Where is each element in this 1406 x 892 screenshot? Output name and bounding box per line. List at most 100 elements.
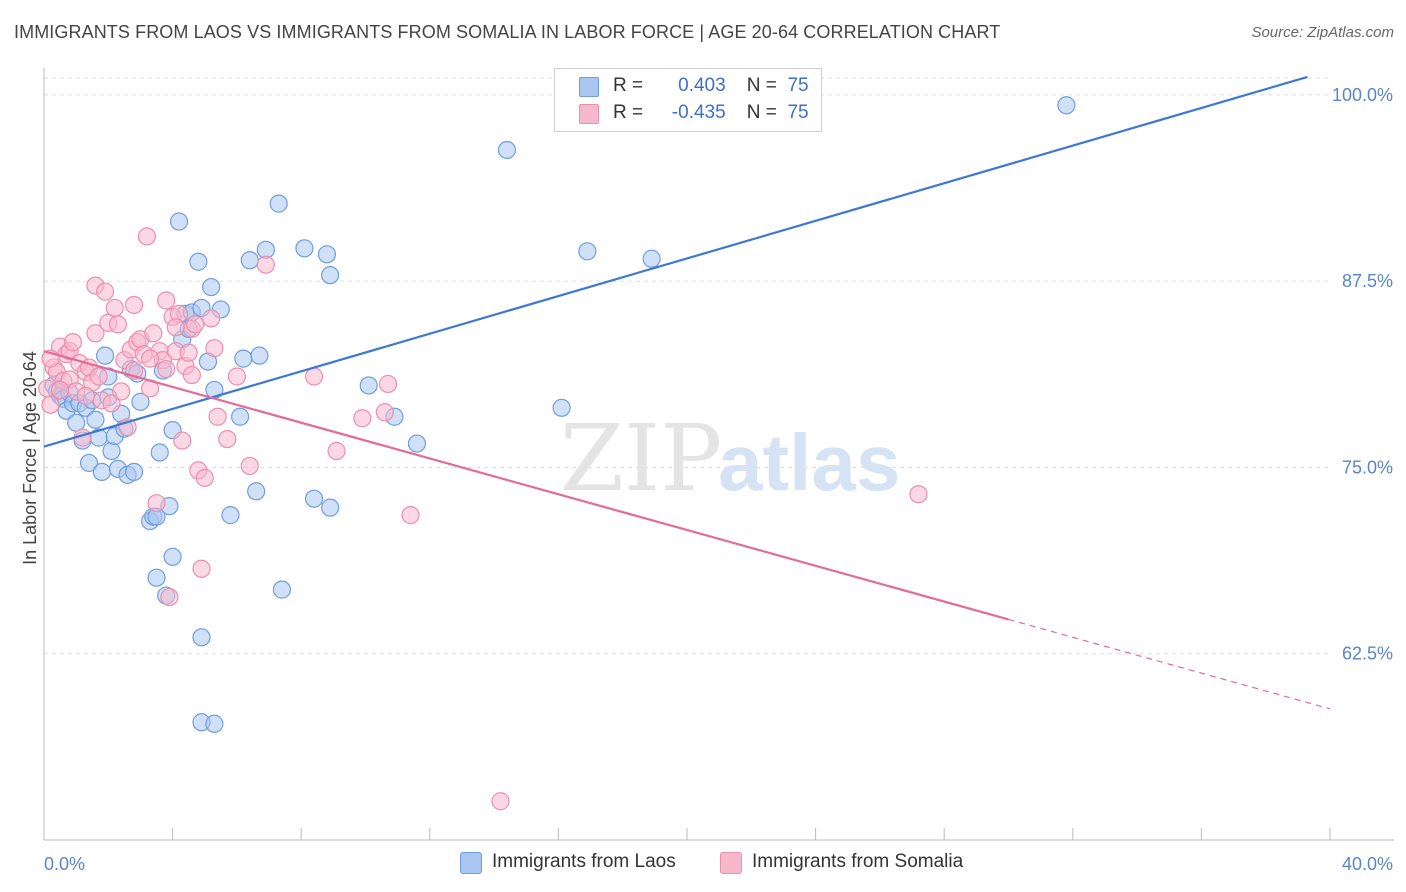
laos-point-64[interactable] [317, 245, 337, 264]
laos-point-58[interactable] [250, 346, 269, 365]
laos-point-54[interactable] [231, 407, 250, 426]
somalia-point-20[interactable] [95, 282, 115, 301]
somalia-point-33[interactable] [137, 227, 156, 246]
somalia-point-63[interactable] [378, 374, 398, 394]
laos-point-33[interactable] [150, 443, 169, 462]
laos-point-15[interactable] [92, 462, 111, 481]
laos-point-71[interactable] [552, 398, 571, 417]
somalia-point-66[interactable] [909, 485, 928, 504]
somalia-point-58[interactable] [256, 255, 275, 274]
somalia-point-62[interactable] [375, 403, 394, 422]
laos-point-61[interactable] [272, 580, 292, 599]
somalia-point-54[interactable] [205, 339, 224, 358]
laos-point-73[interactable] [642, 249, 661, 268]
somalia-point-24[interactable] [108, 315, 128, 334]
somalia-point-73[interactable] [182, 365, 201, 385]
stats-legend: R = 0.403 N = 75 R = -0.435 N = 75 [554, 68, 822, 132]
laos-point-67[interactable] [359, 376, 378, 395]
laos-point-51[interactable] [205, 714, 224, 733]
somalia-n-label: N = [746, 102, 777, 123]
laos-point-31[interactable] [147, 568, 166, 587]
somalia-point-57[interactable] [240, 456, 259, 476]
laos-points [44, 96, 1076, 733]
somalia-point-47[interactable] [179, 343, 198, 362]
laos-r-value: 0.403 [678, 75, 726, 96]
laos-trend-line [43, 75, 1308, 448]
somalia-point-56[interactable] [227, 367, 246, 386]
somalia-point-51[interactable] [192, 559, 211, 578]
somalia-point-45[interactable] [173, 431, 192, 450]
somalia-point-49[interactable] [186, 315, 205, 334]
somalia-point-9[interactable] [63, 333, 83, 352]
laos-point-65[interactable] [321, 266, 340, 285]
tick-labels: 62.5% 75.0% 87.5% 100.0% 0.0% 40.0% [44, 85, 1393, 874]
laos-point-56[interactable] [240, 251, 259, 270]
laos-point-70[interactable] [497, 140, 517, 160]
watermark-zip: ZIP [560, 405, 722, 512]
laos-point-26[interactable] [124, 462, 144, 481]
chart-title: IMMIGRANTS FROM LAOS VS IMMIGRANTS FROM … [14, 22, 1001, 42]
laos-point-57[interactable] [247, 482, 266, 501]
somalia-swatch [579, 104, 599, 124]
somalia-point-53[interactable] [202, 309, 221, 328]
laos-point-46[interactable] [192, 628, 211, 647]
laos-point-60[interactable] [269, 194, 288, 213]
laos-point-38[interactable] [163, 547, 182, 566]
somalia-point-35[interactable] [144, 324, 163, 343]
somalia-point-17[interactable] [86, 324, 105, 343]
laos-point-28[interactable] [131, 392, 150, 411]
laos-legend-label: Immigrants from Laos [492, 851, 676, 872]
somalia-point-71[interactable] [140, 349, 160, 368]
laos-point-74[interactable] [1057, 96, 1076, 115]
somalia-point-72[interactable] [166, 318, 185, 337]
laos-point-72[interactable] [578, 242, 597, 261]
somalia-point-23[interactable] [105, 298, 124, 318]
laos-point-63[interactable] [304, 489, 324, 508]
watermark: ZIP atlas [560, 405, 900, 512]
laos-point-39[interactable] [169, 212, 189, 231]
laos-point-19[interactable] [102, 441, 121, 461]
laos-point-62[interactable] [295, 239, 314, 258]
x-tick-label-max: 40.0% [1342, 854, 1393, 874]
laos-point-13[interactable] [86, 410, 105, 429]
laos-r-label: R = [613, 75, 644, 96]
laos-point-69[interactable] [407, 434, 427, 453]
laos-point-53[interactable] [221, 506, 240, 525]
laos-point-16[interactable] [95, 346, 115, 365]
laos-n-value: 75 [787, 75, 809, 96]
somalia-point-60[interactable] [327, 441, 346, 461]
somalia-point-25[interactable] [112, 382, 131, 401]
somalia-point-18[interactable] [89, 367, 108, 386]
somalia-point-69[interactable] [76, 386, 95, 405]
somalia-point-65[interactable] [491, 792, 510, 811]
grid-lines [44, 77, 1330, 655]
laos-point-55[interactable] [234, 349, 253, 368]
somalia-legend-swatch [720, 852, 742, 874]
x-tick-label-min: 0.0% [44, 854, 85, 874]
somalia-point-61[interactable] [353, 409, 372, 428]
somalia-point-1[interactable] [41, 395, 60, 414]
somalia-point-59[interactable] [304, 367, 324, 386]
somalia-point-70[interactable] [124, 295, 144, 315]
laos-point-49[interactable] [202, 277, 221, 297]
somalia-trend-extension [1008, 618, 1331, 710]
somalia-point-74[interactable] [208, 407, 227, 426]
somalia-point-55[interactable] [218, 429, 237, 449]
somalia-trend-line [43, 350, 1009, 621]
somalia-point-22[interactable] [102, 394, 121, 413]
somalia-point-39[interactable] [157, 291, 176, 310]
somalia-point-36[interactable] [147, 494, 166, 513]
somalia-point-52[interactable] [195, 468, 214, 487]
somalia-point-68[interactable] [50, 380, 70, 400]
somalia-point-40[interactable] [157, 359, 176, 379]
source-credit: Source: ZipAtlas.com [1251, 24, 1394, 41]
laos-point-11[interactable] [79, 453, 99, 473]
laos-point-66[interactable] [321, 498, 340, 517]
laos-point-44[interactable] [189, 252, 208, 271]
somalia-legend-label: Immigrants from Somalia [752, 851, 964, 872]
watermark-atlas: atlas [718, 418, 900, 507]
somalia-point-41[interactable] [160, 587, 179, 607]
y-tick-label-1: 75.0% [1342, 457, 1393, 477]
somalia-point-64[interactable] [401, 506, 420, 525]
